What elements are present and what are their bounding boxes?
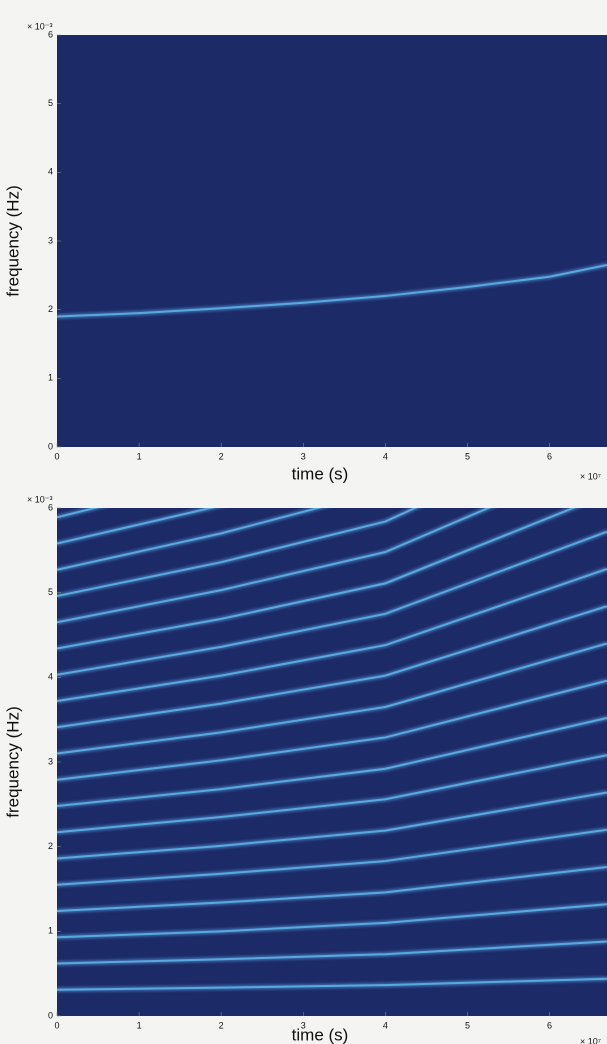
y-tick-label: 6: [48, 29, 53, 39]
x-tick-label: 4: [383, 1020, 388, 1030]
curves: [57, 262, 607, 320]
x-tick-label: 2: [219, 1020, 224, 1030]
y-tick-label: 4: [48, 167, 53, 177]
ridge: [57, 791, 607, 860]
ridge: [57, 264, 607, 318]
ridge: [57, 940, 607, 965]
y-tick-label: 4: [48, 672, 53, 682]
ridge: [57, 642, 607, 755]
y-tick-label: 6: [48, 502, 53, 512]
y-tick-label: 3: [48, 235, 53, 245]
ridge: [57, 716, 607, 808]
ridge: [57, 508, 418, 598]
y-tick-label: 3: [48, 756, 53, 766]
x-tick-label: 6: [547, 1020, 552, 1030]
x-axis-label: time (s): [292, 1025, 349, 1044]
ridge: [57, 530, 607, 676]
y-tick-label: 5: [48, 587, 53, 597]
x-tick-label: 1: [137, 451, 142, 461]
x-tick-label: 6: [547, 451, 552, 461]
ridge: [57, 977, 607, 991]
y-axis-label: frequency (Hz): [3, 185, 22, 296]
ridge: [57, 508, 215, 545]
x-tick-label: 1: [137, 1020, 142, 1030]
y-tick-label: 0: [48, 1010, 53, 1020]
ridge: [57, 903, 607, 939]
ridge: [57, 508, 576, 650]
y-scale-label: × 10⁻³: [27, 494, 53, 504]
curves: [57, 508, 607, 993]
plot-area: [57, 508, 607, 1016]
x-tick-label: 0: [54, 1020, 59, 1030]
x-tick-label: 3: [301, 1020, 306, 1030]
y-tick-label: 1: [48, 926, 53, 936]
ridge: [57, 605, 607, 729]
ridge: [57, 508, 322, 571]
y-tick-label: 5: [48, 98, 53, 108]
plot-area: [57, 35, 607, 447]
y-tick-label: 2: [48, 304, 53, 314]
x-tick-label: 4: [383, 451, 388, 461]
x-tick-label: 3: [301, 451, 306, 461]
x-axis-label: time (s): [292, 464, 349, 483]
x-tick-label: 2: [219, 451, 224, 461]
ridge: [57, 679, 607, 781]
y-tick-label: 2: [48, 841, 53, 851]
x-tick-label: 5: [465, 1020, 470, 1030]
y-axis-label: frequency (Hz): [3, 706, 22, 817]
ridge: [57, 865, 607, 913]
x-scale-label: × 10⁷: [580, 471, 601, 481]
ridge: [57, 508, 491, 624]
ridge: [57, 828, 607, 886]
ridge: [57, 568, 607, 703]
y-scale-label: × 10⁻³: [27, 21, 53, 31]
x-tick-label: 5: [465, 451, 470, 461]
x-scale-label: × 10⁷: [580, 1036, 601, 1044]
y-tick-label: 1: [48, 373, 53, 383]
x-tick-label: 0: [54, 451, 59, 461]
ridge: [57, 754, 607, 834]
y-tick-label: 0: [48, 441, 53, 451]
